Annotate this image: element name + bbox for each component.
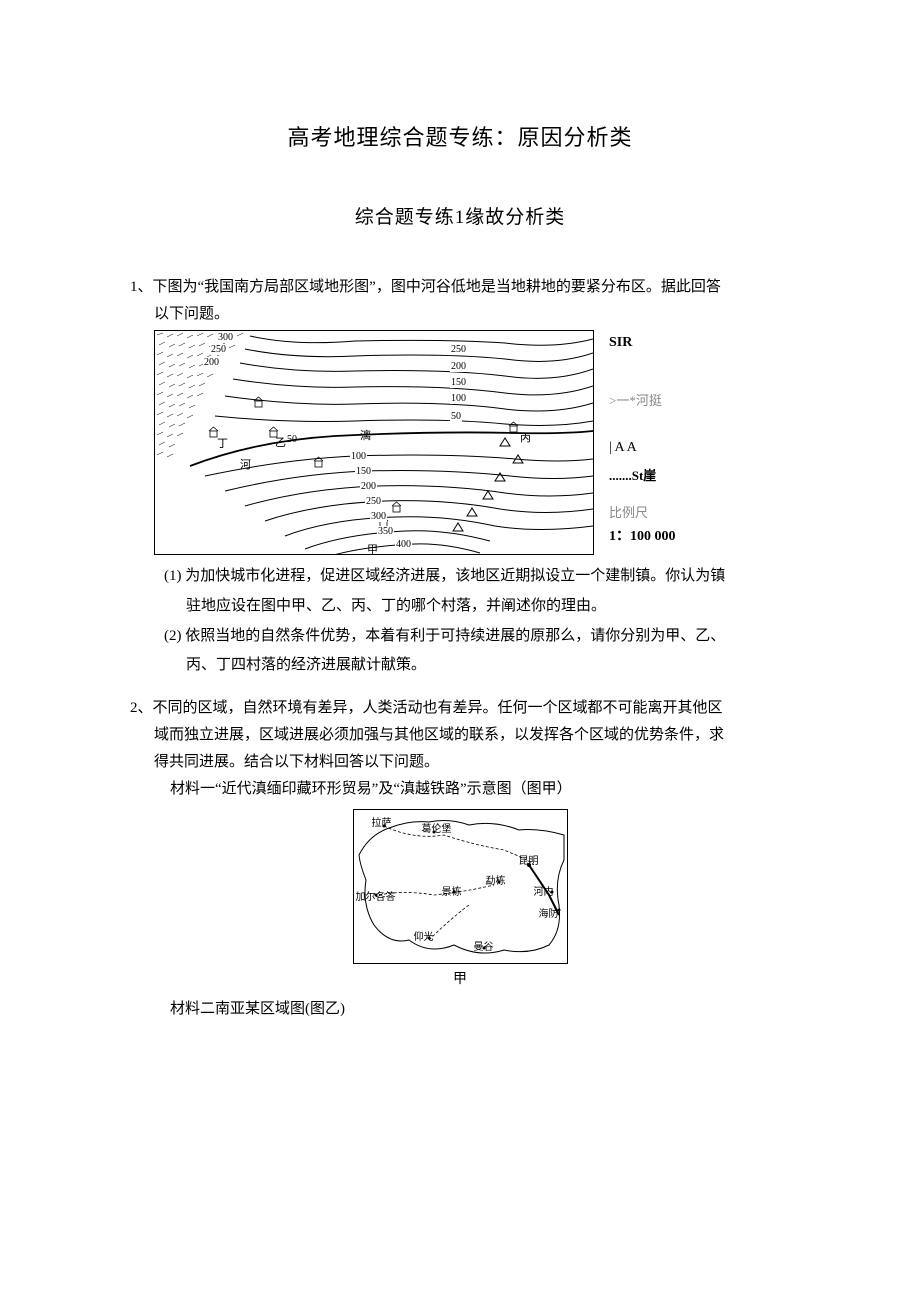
cb-200: 200 xyxy=(360,481,377,492)
city-mangu: 曼谷 xyxy=(474,938,494,953)
question-2: 2、不同的区域，自然环境有差异，人类活动也有差异。任何一个区域都不可能离开其他区… xyxy=(130,695,790,1023)
trade-route-map: 拉萨 葛伦堡 昆明 加尔各答 景栋 勐栋 河内 海防 仰光 曼谷 xyxy=(353,809,568,964)
q2-stem-line2: 域而独立进展，区域进展必须加强与其他区域的联系，以发挥各个区域的优势条件，求 xyxy=(130,722,790,749)
legend-cliff: .......St崖 xyxy=(609,465,656,484)
q1-stem-line1: 1、下图为“我国南方局部区域地形图”，图中河谷低地是当地耕地的要紧分布区。据此回… xyxy=(130,274,790,301)
city-lasa: 拉萨 xyxy=(372,814,392,829)
q1-sub1-cont: 驻地应设在图中甲、乙、丙、丁的哪个村落，并阐述你的理由。 xyxy=(130,593,790,621)
legend-scale-value: 1：100 000 xyxy=(609,525,676,545)
sub-title: 综合题专练1缘故分析类 xyxy=(130,202,790,229)
cb-100: 100 xyxy=(350,451,367,462)
cl-300: 300 xyxy=(217,332,234,343)
cr-100: 100 xyxy=(450,393,467,404)
cr-250: 250 xyxy=(450,344,467,355)
q2-material1: 材料一“近代滇缅印藏环形贸易”及“滇越铁路”示意图（图甲） xyxy=(130,776,790,803)
cb-300: 300 xyxy=(370,511,387,522)
city-kunming: 昆明 xyxy=(519,852,539,867)
legend-aa: | A A xyxy=(609,440,637,456)
cb-250: 250 xyxy=(365,496,382,507)
cb-350: 350 xyxy=(377,526,394,537)
cl-250: 250 xyxy=(210,344,227,355)
caption-jia: 甲 xyxy=(130,968,790,988)
city-jinghong: 景栋 xyxy=(442,883,462,898)
legend-scale-label: 比例尺 xyxy=(609,502,648,521)
q2-material2: 材料二南亚某区域图(图乙) xyxy=(130,996,790,1023)
village-markers xyxy=(209,397,518,527)
q1-sub2: (2) 依照当地的自然条件优势，本着有利于可持续进展的原那么，请你分别为甲、乙、 xyxy=(130,623,790,651)
main-title: 高考地理综合题专练：原因分析类 xyxy=(130,120,790,152)
topographic-map: 300 250 200 250 200 150 100 50 100 150 2… xyxy=(154,330,594,555)
city-mengzi: 勐栋 xyxy=(486,872,506,887)
q1-figure: 300 250 200 250 200 150 100 50 100 150 2… xyxy=(154,330,790,555)
q1-sub1: (1) 为加快城市化进程，促进区域经济进展，该地区近期拟设立一个建制镇。你认为镇 xyxy=(130,563,790,591)
legend-river: >一*河挺 xyxy=(609,390,662,409)
cr-150: 150 xyxy=(450,377,467,388)
q2-figure: 拉萨 葛伦堡 昆明 加尔各答 景栋 勐栋 河内 海防 仰光 曼谷 xyxy=(130,809,790,964)
v-yi: 乙 xyxy=(275,434,286,450)
v-ding: 丁 xyxy=(217,435,228,451)
q2-stem-line3: 得共同进展。结合以下材料回答以下问题。 xyxy=(130,749,790,776)
q1-stem-line2: 以下问题。 xyxy=(130,301,790,328)
river-char: 河 xyxy=(240,456,251,472)
contours-upper xyxy=(215,336,593,425)
v-jia: 甲 xyxy=(367,541,378,555)
city-jiaergeda: 加尔各答 xyxy=(356,888,396,903)
v-yi-val: 50 xyxy=(287,434,297,445)
cb-150: 150 xyxy=(355,466,372,477)
cl-200: 200 xyxy=(203,357,220,368)
cb-400: 400 xyxy=(395,539,412,550)
cr-200: 200 xyxy=(450,361,467,372)
city-haifang: 海防 xyxy=(539,905,559,920)
question-1: 1、下图为“我国南方局部区域地形图”，图中河谷低地是当地耕地的要紧分布区。据此回… xyxy=(130,274,790,680)
city-geluncao: 葛伦堡 xyxy=(422,820,452,835)
cr-50: 50 xyxy=(450,411,462,422)
texture-area xyxy=(155,331,250,461)
q2-stem-line1: 2、不同的区域，自然环境有差异，人类活动也有差异。任何一个区域都不可能离开其他区 xyxy=(130,695,790,722)
v-bing: 丙 xyxy=(520,429,531,445)
triangle-markers xyxy=(453,438,523,531)
q1-sub2-cont: 丙、丁四村落的经济进展献计献策。 xyxy=(130,652,790,680)
li-char: 漓 xyxy=(360,427,371,443)
city-henei: 河内 xyxy=(534,883,554,898)
legend-sir: SIR xyxy=(609,335,632,351)
city-yangguang: 仰光 xyxy=(414,928,434,943)
